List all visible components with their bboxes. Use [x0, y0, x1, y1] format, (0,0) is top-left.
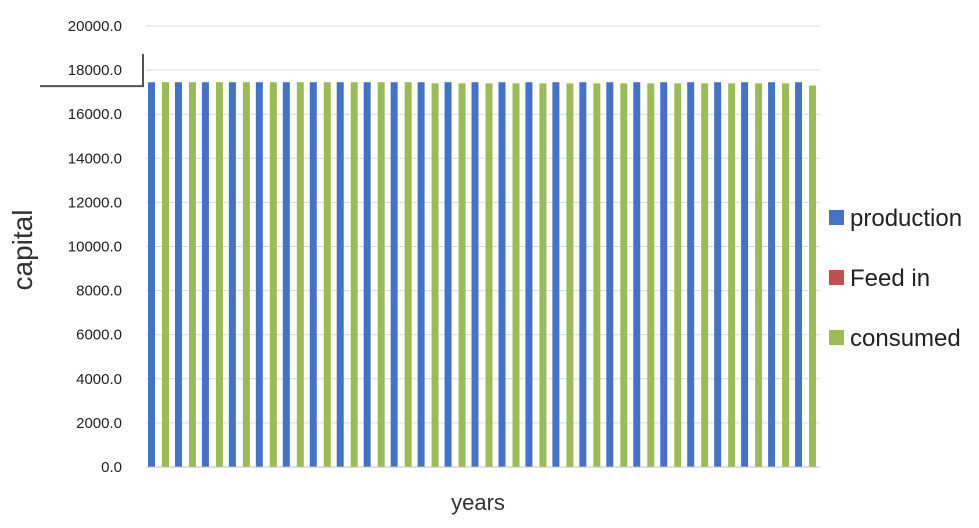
- legend-swatch: [829, 210, 844, 225]
- x-axis-title: years: [451, 490, 505, 515]
- y-tick-label: 6000.0: [76, 327, 122, 344]
- bar-consumed: [162, 82, 169, 467]
- bar-consumed: [674, 83, 682, 467]
- legend: production Feed in consumed: [829, 205, 962, 352]
- bar-production: [390, 82, 398, 467]
- bar-production: [633, 82, 641, 467]
- bars: [148, 82, 817, 467]
- y-tick-label: 4000.0: [76, 371, 122, 388]
- bar-production: [552, 82, 560, 467]
- bar-consumed: [242, 82, 250, 467]
- bar-production: [579, 82, 587, 467]
- y-tick-label: 14000.0: [68, 150, 122, 167]
- bar-production: [444, 82, 452, 467]
- bar-production: [660, 82, 668, 467]
- bar-production: [471, 82, 479, 467]
- bar-consumed: [512, 83, 520, 467]
- legend-label: production: [850, 205, 962, 232]
- bar-consumed: [377, 82, 385, 467]
- bar-production: [309, 82, 317, 467]
- y-tick-label: 12000.0: [68, 194, 122, 211]
- bar-production: [282, 82, 290, 467]
- y-tick-label: 8000.0: [76, 283, 122, 300]
- y-tick-label: 16000.0: [68, 106, 122, 123]
- bar-consumed: [215, 82, 223, 467]
- legend-label: consumed: [850, 325, 961, 352]
- bar-consumed: [782, 83, 790, 467]
- y-axis-title: capital: [7, 210, 38, 291]
- bar-production: [714, 82, 722, 467]
- bar-production: [255, 82, 263, 467]
- bar-consumed: [458, 83, 466, 467]
- bar-consumed: [566, 83, 574, 467]
- y-tick-label: 2000.0: [76, 415, 122, 432]
- bar-production: [201, 82, 209, 467]
- bar-consumed: [404, 82, 412, 467]
- axis-tab-marker: [40, 54, 144, 88]
- y-tick-label: 10000.0: [68, 239, 122, 256]
- bar-consumed: [431, 83, 439, 467]
- bar-production: [525, 82, 533, 467]
- bar-consumed: [539, 83, 547, 467]
- legend-swatch: [829, 270, 844, 285]
- bar-production: [148, 82, 155, 467]
- bar-production: [606, 82, 614, 467]
- y-axis-ticks: 0.0 2000.0 4000.0 6000.0 8000.0 10000.0 12000.…: [68, 18, 122, 476]
- bar-consumed: [188, 82, 196, 467]
- bar-production: [768, 82, 776, 467]
- bar-consumed: [350, 82, 358, 467]
- bar-consumed: [620, 83, 628, 467]
- bar-consumed: [269, 82, 277, 467]
- bar-consumed: [701, 83, 709, 467]
- bar-production: [174, 82, 182, 467]
- bar-consumed: [323, 82, 331, 467]
- bar-consumed: [647, 83, 655, 467]
- bar-production: [336, 82, 344, 467]
- bar-consumed: [593, 83, 601, 467]
- bar-production: [498, 82, 506, 467]
- bar-consumed: [296, 82, 304, 467]
- y-tick-label: 18000.0: [68, 62, 122, 79]
- bar-production: [363, 82, 371, 467]
- bar-production: [687, 82, 695, 467]
- bar-production: [417, 82, 425, 467]
- bar-consumed: [485, 83, 493, 467]
- bar-production: [741, 82, 749, 467]
- y-tick-label: 0.0: [101, 459, 122, 476]
- bar-consumed: [809, 85, 817, 467]
- bar-consumed: [728, 83, 736, 467]
- bar-production: [795, 82, 803, 467]
- legend-label: Feed in: [850, 265, 930, 292]
- y-tick-label: 20000.0: [68, 18, 122, 35]
- legend-swatch: [829, 330, 844, 345]
- bar-consumed: [755, 83, 763, 467]
- bar-production: [228, 82, 236, 467]
